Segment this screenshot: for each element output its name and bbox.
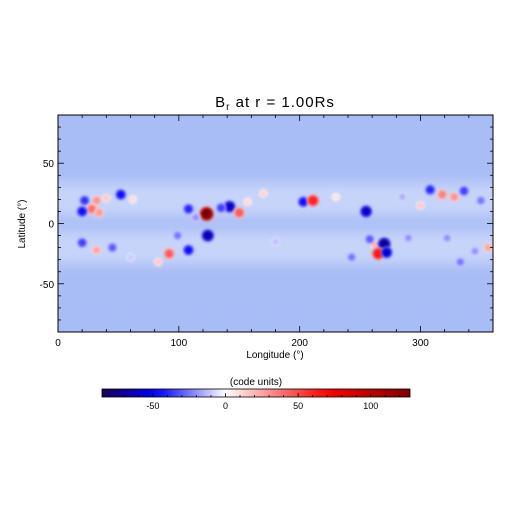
magnetic-feature (484, 244, 492, 252)
magnetic-feature (93, 246, 101, 254)
magnetic-feature (443, 234, 451, 242)
magnetic-feature (184, 204, 193, 214)
magnetic-feature (272, 238, 279, 245)
y-tick-label: -50 (40, 280, 55, 291)
magnetic-feature (298, 197, 308, 207)
magnetic-feature (399, 193, 406, 201)
magnetic-feature (234, 208, 244, 217)
colorbar-ticks: -50 0 50 100 (108, 393, 401, 411)
magnetic-feature (202, 230, 213, 241)
y-axis: -50 0 50 (40, 114, 493, 333)
magnetic-feature (77, 207, 87, 216)
magnetic-feature (477, 197, 485, 205)
magnetic-feature (438, 190, 447, 199)
magnetic-feature (348, 253, 356, 261)
x-axis-label: Longitude (°) (246, 350, 303, 361)
magnetic-feature (308, 195, 318, 206)
colorbar-tick-label: -50 (146, 401, 159, 411)
magnetic-feature (192, 214, 200, 221)
magnetic-feature (366, 235, 374, 243)
magnetic-feature (103, 195, 110, 202)
magnetic-feature (260, 190, 267, 197)
colorbar (101, 388, 411, 398)
x-tick-label: 100 (170, 338, 187, 349)
x-tick-label: 300 (412, 338, 429, 349)
chart-title-suffix: at r = 1.00Rs (230, 94, 334, 111)
magnetic-feature (224, 201, 235, 212)
magnetic-feature (450, 193, 459, 201)
magnetic-features (76, 184, 493, 268)
magnetic-feature (92, 196, 101, 205)
magnetic-feature (155, 258, 162, 266)
y-tick-label: 0 (48, 220, 54, 231)
magnetic-feature (174, 232, 182, 240)
magnetic-feature (184, 245, 193, 255)
heatmap-plot-area (58, 115, 493, 332)
magnetic-feature (87, 204, 96, 214)
magnetic-feature (471, 247, 479, 255)
magnetic-feature (130, 196, 136, 203)
chart-title-subscript: r (226, 102, 230, 113)
magnetic-feature (127, 254, 134, 261)
colorbar-label: (code units) (230, 377, 282, 388)
magnetic-feature (426, 185, 435, 194)
x-tick-label: 0 (55, 338, 61, 349)
magnetic-feature (456, 258, 464, 266)
magnetic-feature (95, 209, 103, 217)
y-axis-label: Latitude (°) (17, 199, 28, 248)
magnetic-feature (217, 203, 226, 212)
magnetic-feature (78, 238, 87, 247)
colorbar-tick-label: 100 (363, 401, 378, 411)
heatmap-background (58, 115, 493, 332)
y-tick-label: 50 (43, 159, 55, 170)
magnetic-feature (460, 187, 468, 195)
magnetic-feature (108, 243, 117, 252)
x-axis: 0 100 200 300 (55, 115, 494, 349)
magnetic-feature (200, 208, 213, 220)
chart-title: Br at r = 1.00Rs (215, 94, 335, 113)
magnetic-feature (381, 247, 392, 258)
magnetic-feature (417, 202, 424, 209)
colorbar-tick-label: 0 (223, 401, 228, 411)
x-tick-label: 200 (291, 338, 308, 349)
magnetic-feature (116, 190, 126, 199)
magnetic-feature (333, 194, 339, 200)
magnetic-feature (405, 234, 412, 242)
chart-title-main: B (215, 94, 226, 111)
magnetic-feature (164, 249, 174, 258)
magnetic-feature (244, 198, 251, 205)
magnetic-feature (80, 196, 89, 205)
magnetic-feature (361, 206, 372, 217)
colorbar-tick-label: 50 (293, 401, 303, 411)
